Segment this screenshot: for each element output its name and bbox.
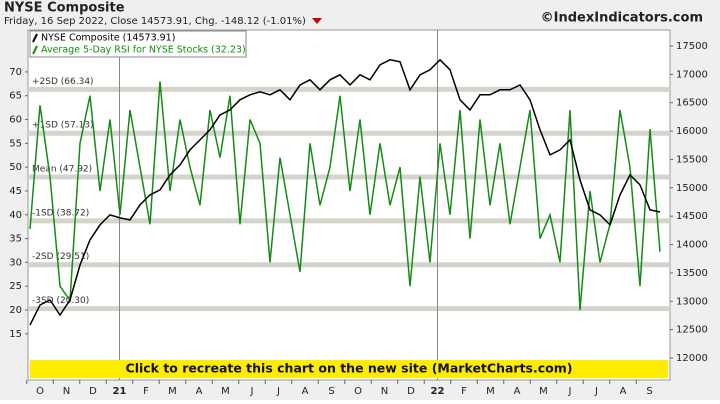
sd-band-label: +1SD (57.13) [32,121,94,131]
y-tick-label: 20 [9,305,22,316]
x-tick-label: M [168,386,177,397]
y-tick-label: 45 [9,186,22,197]
x-tick-label: A [514,386,521,397]
sd-band-label: -2SD (29.51) [32,252,89,262]
y-tick-label: 65 [9,91,22,102]
y-tick-label: 40 [9,210,22,221]
y-tick-label: 25 [9,281,22,292]
y-tick-label: 55 [9,138,22,149]
x-tick-label: M [221,386,230,397]
y-tick-label: 50 [9,162,22,173]
x-tick-label: A [196,386,203,397]
y2-tick-label: 13500 [676,268,708,279]
x-tick-label: O [36,386,44,397]
down-arrow [312,18,322,24]
chart-subtitle: Friday, 16 Sep 2022, Close 14573.91, Chg… [4,16,306,27]
chart-title: NYSE Composite [4,1,125,16]
sd-band-label: -3SD (20.30) [32,296,89,306]
x-tick-label: M [486,386,495,397]
x-tick-label: D [89,386,97,397]
y-tick-label: 70 [9,67,22,78]
y-tick-label: 60 [9,115,22,126]
y2-tick-label: 15000 [676,183,708,194]
x-tick-label: J [276,386,280,397]
sd-band-label: -1SD (38.72) [32,208,89,218]
x-tick-label: M [539,386,548,397]
x-tick-label: O [354,386,362,397]
y2-tick-label: 17500 [676,41,708,52]
series-line [29,81,661,311]
y2-tick-label: 14000 [676,240,708,251]
legend-box [29,30,247,58]
y2-tick-label: 17000 [676,69,708,80]
y-tick-label: 35 [9,234,22,245]
x-tick-label: 22 [431,386,445,397]
plot-area [27,29,671,381]
x-tick-label: A [302,386,309,397]
x-tick-label: 21 [113,386,127,397]
x-tick-label: J [250,386,254,397]
series-line [29,58,661,326]
legend-label: Average 5-Day RSI for NYSE Stocks (32.23… [41,45,246,56]
sd-band-label: +2SD (66.34) [32,77,94,87]
x-tick-label: F [461,386,467,397]
x-tick-label: F [143,386,149,397]
y-tick-label: 30 [9,257,22,268]
x-tick-label: N [381,386,388,397]
y2-tick-label: 13000 [676,296,708,307]
legend-swatch [32,45,38,55]
sd-band-label: Mean (47.92) [32,165,92,175]
y2-tick-label: 12500 [676,325,708,336]
y2-tick-label: 16500 [676,98,708,109]
y2-tick-label: 12000 [676,353,708,364]
y2-tick-label: 15500 [676,154,708,165]
y2-tick-label: 14500 [676,211,708,222]
banner[interactable] [30,360,668,378]
credit: ©IndexIndicators.com [541,11,703,26]
legend-swatch [32,33,38,43]
x-tick-label: S [646,386,652,397]
banner-text[interactable]: Click to recreate this chart on the new … [126,361,573,376]
x-tick-label: D [407,386,415,397]
x-tick-label: N [63,386,70,397]
x-tick-label: J [568,386,572,397]
legend-label: NYSE Composite (14573.91) [41,33,175,44]
y-tick-label: 15 [9,329,22,340]
x-tick-label: J [594,386,598,397]
y2-tick-label: 16000 [676,126,708,137]
x-tick-label: S [328,386,334,397]
x-tick-label: A [620,386,627,397]
